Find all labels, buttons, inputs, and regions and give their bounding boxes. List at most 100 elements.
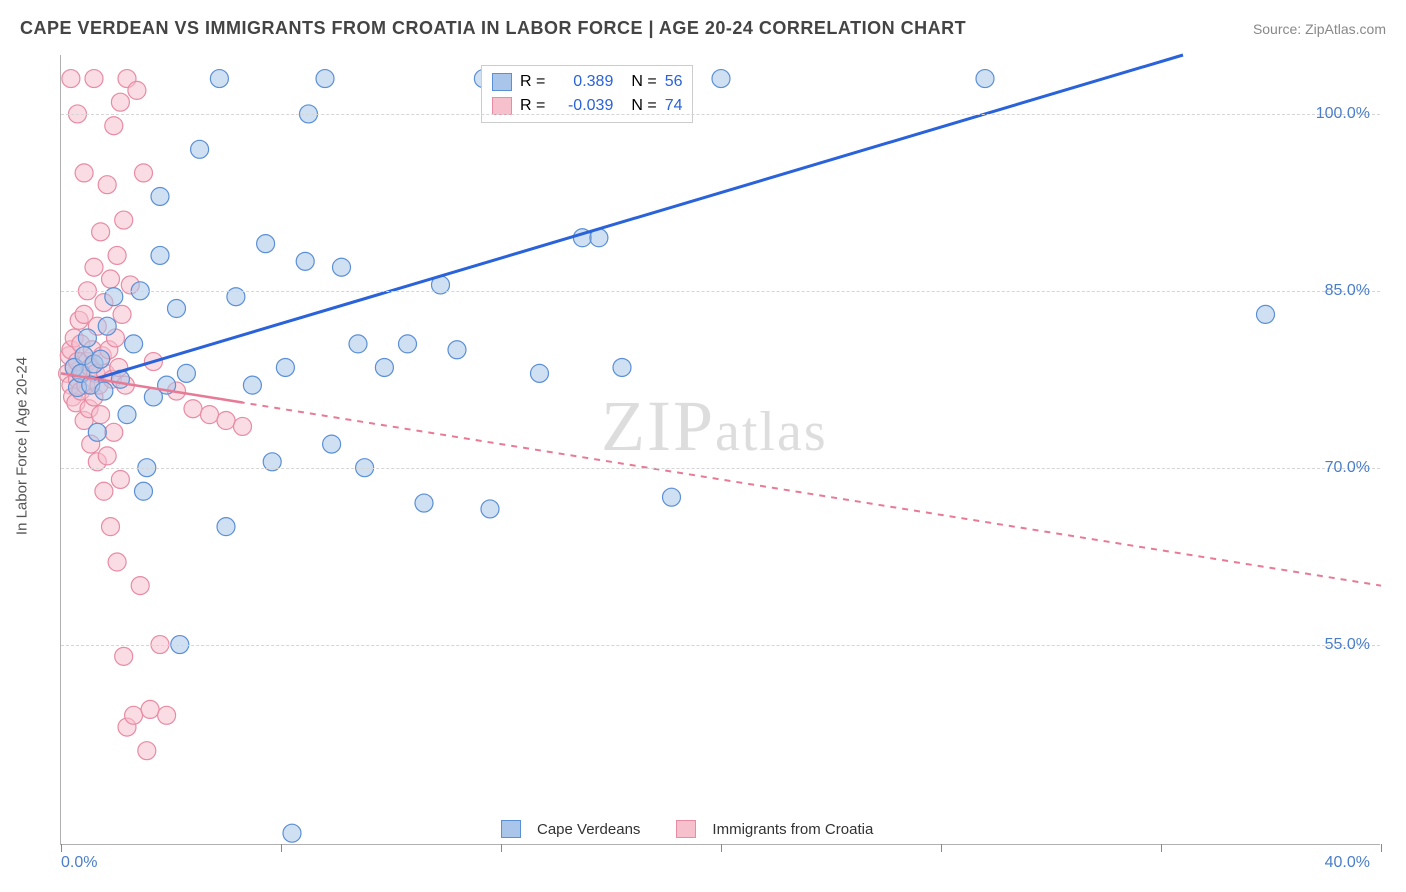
data-point: [118, 406, 136, 424]
legend-row-series1: R = 0.389 N = 56: [492, 70, 682, 94]
data-point: [168, 300, 186, 318]
data-point: [177, 364, 195, 382]
data-point: [105, 423, 123, 441]
data-point: [234, 417, 252, 435]
data-point: [98, 317, 116, 335]
data-point: [125, 706, 143, 724]
data-point: [257, 235, 275, 253]
data-point: [102, 270, 120, 288]
data-point: [95, 482, 113, 500]
data-point: [217, 412, 235, 430]
trend-line: [61, 373, 1381, 585]
data-point: [448, 341, 466, 359]
data-point: [481, 500, 499, 518]
scatter-svg: [61, 55, 1380, 844]
data-point: [108, 246, 126, 264]
data-point: [1257, 305, 1275, 323]
data-point: [62, 70, 80, 88]
data-point: [85, 70, 103, 88]
data-point: [85, 258, 103, 276]
data-point: [108, 553, 126, 571]
data-point: [613, 358, 631, 376]
y-tick-label: 85.0%: [1325, 282, 1370, 300]
data-point: [151, 187, 169, 205]
data-point: [333, 258, 351, 276]
y-tick-label: 70.0%: [1325, 459, 1370, 477]
data-point: [115, 647, 133, 665]
data-point: [276, 358, 294, 376]
x-tick: [941, 844, 942, 852]
data-point: [105, 117, 123, 135]
data-point: [131, 577, 149, 595]
data-point: [113, 305, 131, 323]
data-point: [976, 70, 994, 88]
data-point: [531, 364, 549, 382]
data-point: [115, 211, 133, 229]
data-point: [184, 400, 202, 418]
data-point: [323, 435, 341, 453]
data-point: [135, 482, 153, 500]
data-point: [375, 358, 393, 376]
data-point: [135, 164, 153, 182]
swatch-bottom-2: [676, 820, 696, 838]
x-tick: [721, 844, 722, 852]
series-legend: Cape Verdeans Immigrants from Croatia: [501, 820, 873, 838]
data-point: [92, 406, 110, 424]
x-tick: [61, 844, 62, 852]
data-point: [102, 518, 120, 536]
data-point: [75, 164, 93, 182]
legend-label-2: Immigrants from Croatia: [712, 821, 873, 838]
data-point: [201, 406, 219, 424]
data-point: [243, 376, 261, 394]
x-tick-max: 40.0%: [1325, 854, 1370, 872]
x-tick-min: 0.0%: [61, 854, 97, 872]
data-point: [217, 518, 235, 536]
x-tick: [501, 844, 502, 852]
source-label: Source: ZipAtlas.com: [1253, 21, 1386, 37]
y-tick-label: 55.0%: [1325, 636, 1370, 654]
data-point: [415, 494, 433, 512]
data-point: [98, 176, 116, 194]
y-tick-label: 100.0%: [1316, 105, 1370, 123]
swatch-series2: [492, 97, 512, 115]
data-point: [128, 81, 146, 99]
data-point: [210, 70, 228, 88]
x-tick: [1161, 844, 1162, 852]
data-point: [712, 70, 730, 88]
data-point: [95, 382, 113, 400]
data-point: [663, 488, 681, 506]
data-point: [138, 742, 156, 760]
data-point: [141, 700, 159, 718]
data-point: [88, 423, 106, 441]
data-point: [296, 252, 314, 270]
gridline-h: [61, 291, 1380, 292]
data-point: [151, 246, 169, 264]
gridline-h: [61, 645, 1380, 646]
data-point: [316, 70, 334, 88]
data-point: [399, 335, 417, 353]
data-point: [92, 350, 110, 368]
data-point: [92, 223, 110, 241]
data-point: [283, 824, 301, 842]
data-point: [349, 335, 367, 353]
swatch-bottom-1: [501, 820, 521, 838]
gridline-h: [61, 114, 1380, 115]
title-bar: CAPE VERDEAN VS IMMIGRANTS FROM CROATIA …: [20, 18, 1386, 39]
plot-area: ZIPatlas R = 0.389 N = 56 R = -0.039 N =…: [60, 55, 1380, 845]
data-point: [125, 335, 143, 353]
data-point: [98, 447, 116, 465]
y-axis-label: In Labor Force | Age 20-24: [14, 357, 31, 535]
r-value-series1: 0.389: [553, 70, 613, 94]
legend-label-1: Cape Verdeans: [537, 821, 640, 838]
chart-title: CAPE VERDEAN VS IMMIGRANTS FROM CROATIA …: [20, 18, 966, 39]
swatch-series1: [492, 73, 512, 91]
data-point: [158, 706, 176, 724]
data-point: [111, 470, 129, 488]
n-value-series1: 56: [665, 70, 683, 94]
data-point: [111, 93, 129, 111]
data-point: [191, 140, 209, 158]
x-tick: [281, 844, 282, 852]
x-tick: [1381, 844, 1382, 852]
data-point: [78, 329, 96, 347]
gridline-h: [61, 468, 1380, 469]
